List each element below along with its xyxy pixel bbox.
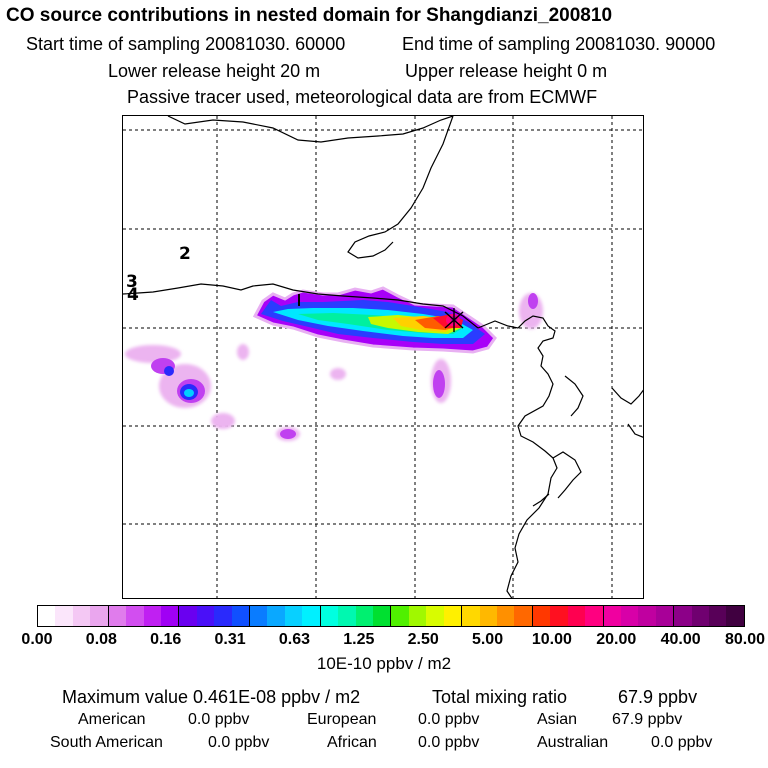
colorbar-unit: 10E-10 ppbv / m2	[316, 654, 452, 673]
colorbar-segment	[284, 606, 303, 626]
colorbar-segment	[461, 606, 480, 626]
region-label-2: 2	[179, 244, 191, 264]
colorbar-segment	[338, 606, 356, 626]
upper-release-height: Upper release height 0 m	[405, 61, 608, 81]
colorbar-tick-label: 10.00	[531, 631, 572, 648]
colorbar-segment	[126, 606, 144, 626]
colorbar-segment	[231, 606, 250, 626]
colorbar-segment	[178, 606, 197, 626]
african-label: African	[327, 734, 377, 751]
colorbar-tick-label: 0.00	[21, 631, 53, 648]
colorbar	[37, 605, 745, 627]
colorbar-segment	[567, 606, 586, 626]
colorbar-segment	[72, 606, 91, 626]
total-mixing-label: Total mixing ratio	[432, 687, 568, 707]
south-american-value: 0.0 ppbv	[208, 734, 270, 751]
south-american-label: South American	[50, 734, 163, 751]
receptor-star-icon	[444, 308, 464, 332]
colorbar-segment	[602, 606, 621, 626]
australian-value: 0.0 ppbv	[651, 734, 713, 751]
colorbar-segment	[249, 606, 268, 626]
european-label: European	[307, 711, 377, 728]
australian-label: Australian	[537, 734, 609, 751]
colorbar-segment	[143, 606, 161, 626]
american-label: American	[78, 711, 146, 728]
colorbar-segment	[691, 606, 710, 626]
colorbar-tick-label: 0.31	[214, 631, 246, 648]
start-time: Start time of sampling 20081030. 60000	[26, 34, 346, 54]
colorbar-segment	[55, 606, 73, 626]
colorbar-segment	[355, 606, 374, 626]
colorbar-segment	[373, 606, 391, 626]
colorbar-segment	[638, 606, 656, 626]
colorbar-segment	[90, 606, 108, 626]
colorbar-segment	[585, 606, 603, 626]
tracer-note: Passive tracer used, meteorological data…	[127, 87, 598, 107]
colorbar-tick-label: 5.00	[471, 631, 504, 648]
colorbar-segment	[408, 606, 427, 626]
asian-label: Asian	[537, 711, 578, 728]
asian-value: 67.9 ppbv	[612, 711, 683, 728]
colorbar-segment	[319, 606, 339, 626]
colorbar-tick-label: 0.16	[150, 631, 182, 648]
european-value: 0.0 ppbv	[418, 711, 480, 728]
colorbar-segment	[531, 606, 551, 626]
total-mixing-value: 67.9 ppbv	[618, 687, 698, 707]
colorbar-segment	[390, 606, 409, 626]
colorbar-segment	[550, 606, 568, 626]
colorbar-tick-label: 1.25	[343, 631, 375, 648]
coastlines	[123, 116, 643, 598]
map-panel: 2 3 4	[122, 115, 644, 599]
colorbar-segment	[709, 606, 727, 626]
colorbar-tick-label: 0.08	[85, 631, 117, 648]
region-label-4: 4	[127, 285, 139, 305]
max-value: Maximum value 0.461E-08 ppbv / m2	[62, 687, 361, 707]
colorbar-segment	[214, 606, 232, 626]
end-time: End time of sampling 20081030. 90000	[402, 34, 716, 54]
lower-release-height: Lower release height 20 m	[108, 61, 321, 81]
colorbar-segment	[107, 606, 127, 626]
colorbar-segment	[496, 606, 515, 626]
colorbar-segment	[267, 606, 285, 626]
colorbar-tick-label: 0.63	[278, 631, 311, 648]
colorbar-segment	[302, 606, 320, 626]
colorbar-segment	[655, 606, 674, 626]
colorbar-tick-label: 80.00	[724, 631, 766, 648]
colorbar-segment	[726, 606, 744, 626]
figure-title: CO source contributions in nested domain…	[6, 5, 613, 26]
colorbar-segment	[620, 606, 639, 626]
colorbar-segment	[196, 606, 215, 626]
african-value: 0.0 ppbv	[418, 734, 480, 751]
lat-lon-grid	[123, 116, 643, 598]
colorbar-tick-label: 20.00	[596, 631, 637, 648]
american-value: 0.0 ppbv	[188, 711, 250, 728]
colorbar-segment	[38, 606, 56, 626]
colorbar-segment	[160, 606, 179, 626]
colorbar-segment	[673, 606, 692, 626]
colorbar-segment	[426, 606, 444, 626]
colorbar-tick-label: 40.00	[660, 631, 701, 648]
colorbar-tick-label: 2.50	[407, 631, 439, 648]
colorbar-segment	[479, 606, 497, 626]
colorbar-segment	[443, 606, 462, 626]
colorbar-segment	[514, 606, 532, 626]
map-canvas	[123, 116, 643, 598]
region-label-3: 3	[126, 272, 138, 292]
co-plume	[125, 286, 543, 441]
